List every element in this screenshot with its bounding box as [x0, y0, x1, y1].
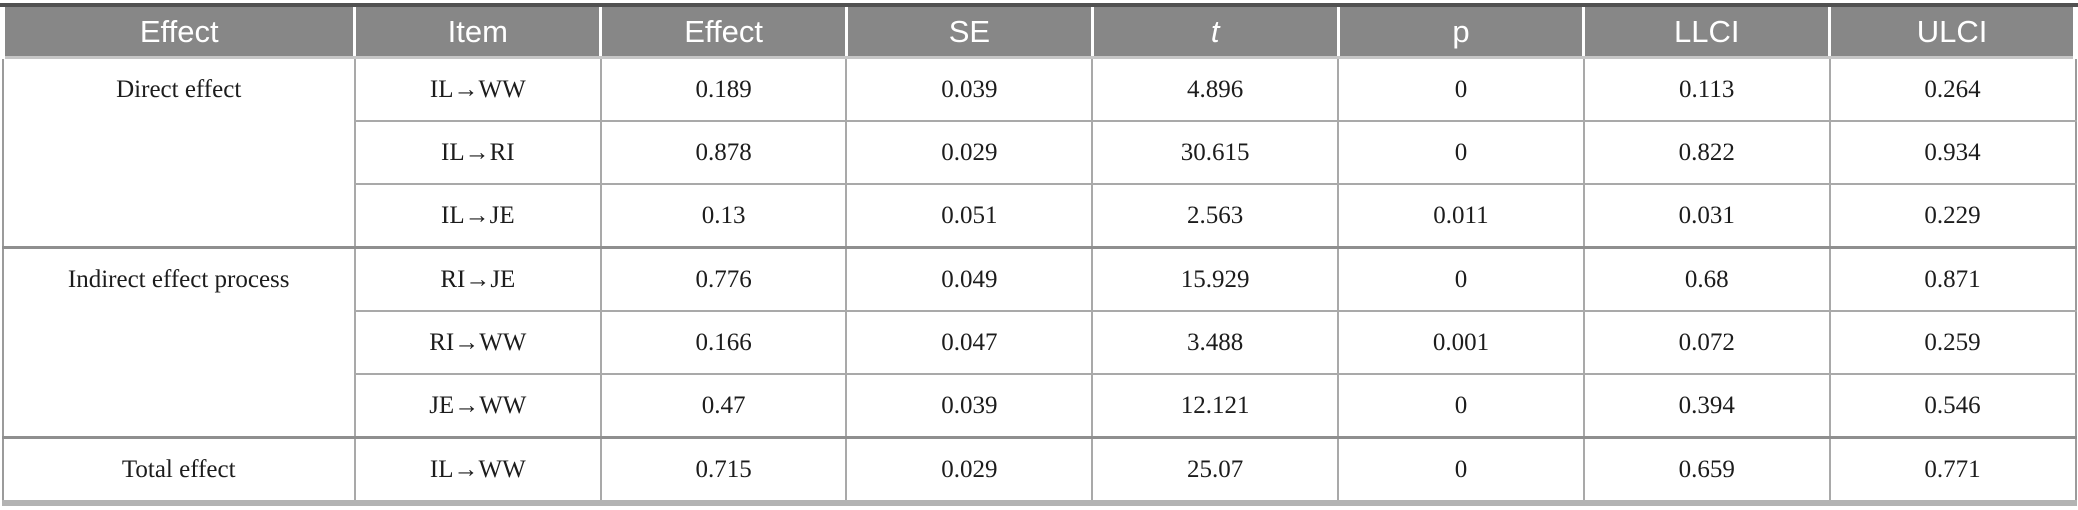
cell-ulci: 0.546 [1828, 373, 2076, 439]
cell-t: 30.615 [1091, 120, 1340, 185]
cell-llci: 0.031 [1582, 183, 1831, 249]
group-label-cell: Indirect effect process [2, 246, 356, 439]
cell-se: 0.047 [845, 310, 1094, 375]
cell-se: 0.029 [845, 436, 1094, 504]
cell-llci: 0.68 [1582, 246, 1831, 312]
cell-llci: 0.072 [1582, 310, 1831, 375]
group-label: Total effect [121, 456, 236, 483]
group-label: Direct effect [116, 76, 242, 103]
cell-p: 0 [1337, 120, 1585, 185]
table-row: RI→WW 0.166 0.047 3.488 0.001 0.072 0.25… [3, 310, 2076, 375]
cell-ulci: 0.229 [1828, 183, 2076, 249]
cell-llci: 0.394 [1582, 373, 1831, 439]
cell-p: 0 [1337, 373, 1585, 439]
cell-t: 15.929 [1091, 246, 1340, 312]
col-llci: LLCI [1582, 7, 1832, 59]
cell-item: JE→WW [353, 373, 602, 439]
cell-t: 3.488 [1091, 310, 1340, 375]
cell-effect: 0.189 [599, 57, 848, 122]
cell-llci: 0.113 [1582, 57, 1831, 122]
cell-ulci: 0.871 [1828, 246, 2076, 312]
cell-item: IL→WW [353, 436, 602, 504]
table-row: JE→WW 0.47 0.039 12.121 0 0.394 0.546 [3, 373, 2076, 439]
cell-effect: 0.776 [599, 246, 848, 312]
cell-p: 0 [1337, 436, 1585, 504]
cell-t: 4.896 [1091, 57, 1340, 122]
table-top-rule [0, 3, 2078, 7]
effects-table-sheet: Effect Item Effect SE t p LLCI ULCI Dire… [0, 3, 2078, 506]
cell-llci: 0.659 [1582, 436, 1831, 504]
group-label-cell: Total effect [2, 436, 356, 504]
cell-se: 0.039 [845, 57, 1094, 122]
table-row: IL→JE 0.13 0.051 2.563 0.011 0.031 0.229 [3, 183, 2076, 249]
cell-p: 0 [1337, 246, 1585, 312]
col-p: p [1336, 7, 1586, 59]
cell-t: 12.121 [1091, 373, 1340, 439]
table-row: IL→RI 0.878 0.029 30.615 0 0.822 0.934 [3, 120, 2076, 185]
col-se: SE [844, 7, 1094, 59]
group-label-cell: Direct effect [2, 57, 356, 249]
header-row: Effect Item Effect SE t p LLCI ULCI [0, 7, 2078, 59]
cell-effect: 0.13 [599, 183, 848, 249]
cell-p: 0.011 [1337, 183, 1585, 249]
cell-se: 0.039 [845, 373, 1094, 439]
cell-ulci: 0.259 [1828, 310, 2076, 375]
cell-item: IL→JE [353, 183, 602, 249]
cell-effect: 0.166 [599, 310, 848, 375]
cell-item: IL→WW [353, 57, 602, 122]
cell-effect: 0.715 [599, 436, 848, 504]
cell-effect: 0.878 [599, 120, 848, 185]
cell-item: IL→RI [353, 120, 602, 185]
table-row: Indirect effect process RI→JE 0.776 0.04… [2, 246, 2076, 439]
col-t: t [1090, 7, 1340, 59]
cell-p: 0.001 [1337, 310, 1585, 375]
cell-se: 0.051 [845, 183, 1094, 249]
cell-ulci: 0.934 [1828, 120, 2076, 185]
cell-se: 0.049 [845, 246, 1094, 312]
cell-effect: 0.47 [599, 373, 848, 439]
col-item: Item [353, 7, 603, 59]
cell-t: 25.07 [1091, 436, 1340, 504]
cell-item: RI→WW [353, 310, 602, 375]
cell-p: 0 [1337, 57, 1585, 122]
col-effect-group: Effect [0, 7, 357, 59]
cell-t: 2.563 [1091, 183, 1340, 249]
cell-item: RI→JE [353, 246, 602, 312]
table-header: Effect Item Effect SE t p LLCI ULCI [0, 7, 2078, 59]
effects-table: Effect Item Effect SE t p LLCI ULCI Dire… [0, 7, 2078, 506]
table-row: Total effect IL→WW 0.715 0.029 25.07 0 0… [2, 436, 2076, 504]
cell-ulci: 0.771 [1828, 436, 2076, 504]
table-row: Direct effect IL→WW 0.189 0.039 4.896 0 … [2, 57, 2076, 249]
table-body: Direct effect IL→WW 0.189 0.039 4.896 0 … [2, 57, 2076, 504]
group-label: Indirect effect process [67, 266, 290, 293]
cell-ulci: 0.264 [1828, 57, 2076, 122]
col-effect: Effect [599, 7, 848, 59]
col-ulci: ULCI [1828, 7, 2078, 59]
cell-llci: 0.822 [1582, 120, 1831, 185]
cell-se: 0.029 [845, 120, 1094, 185]
